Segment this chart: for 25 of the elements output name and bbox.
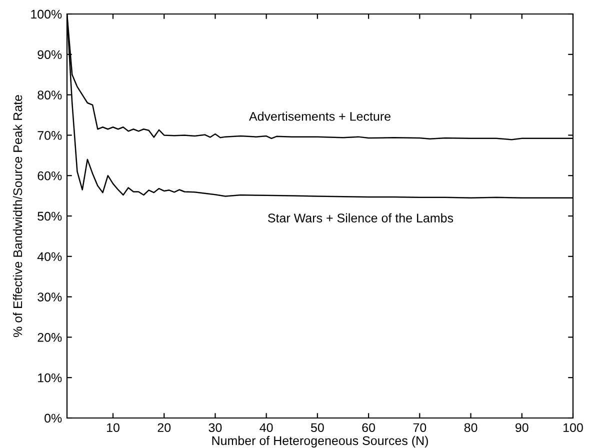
y-tick-label: 80% xyxy=(38,90,62,100)
y-tick-label: 0% xyxy=(44,414,62,423)
y-tick-label: 60% xyxy=(38,171,62,180)
y-tick-label: 90% xyxy=(38,50,62,60)
x-tick-label: 30 xyxy=(208,423,222,432)
y-axis-title: % of Effective Bandwidth/Source Peak Rate xyxy=(12,95,22,338)
x-tick-label: 70 xyxy=(413,423,426,432)
x-axis-title: Number of Heterogeneous Sources (N) xyxy=(212,436,428,448)
x-tick-label: 100 xyxy=(564,423,583,432)
y-tick-label: 30% xyxy=(38,292,62,302)
x-tick-label: 60 xyxy=(362,423,376,432)
series-label: Advertisements + Lecture xyxy=(248,112,390,121)
series-label: Star Wars + Silence of the Lambs xyxy=(268,213,454,222)
x-tick-label: 10 xyxy=(107,423,120,432)
x-tick-label: 20 xyxy=(158,423,171,432)
x-tick-label: 90 xyxy=(516,423,528,432)
y-tick-label: 100% xyxy=(31,10,62,19)
y-tick-label: 50% xyxy=(38,212,62,221)
x-tick-label: 80 xyxy=(464,423,478,432)
y-tick-label: 20% xyxy=(38,333,62,342)
x-tick-label: 50 xyxy=(310,423,324,432)
y-tick-label: 10% xyxy=(38,373,62,382)
x-tick-label: 40 xyxy=(260,423,273,432)
y-tick-label: 70% xyxy=(38,131,62,140)
y-tick-label: 40% xyxy=(37,252,62,262)
